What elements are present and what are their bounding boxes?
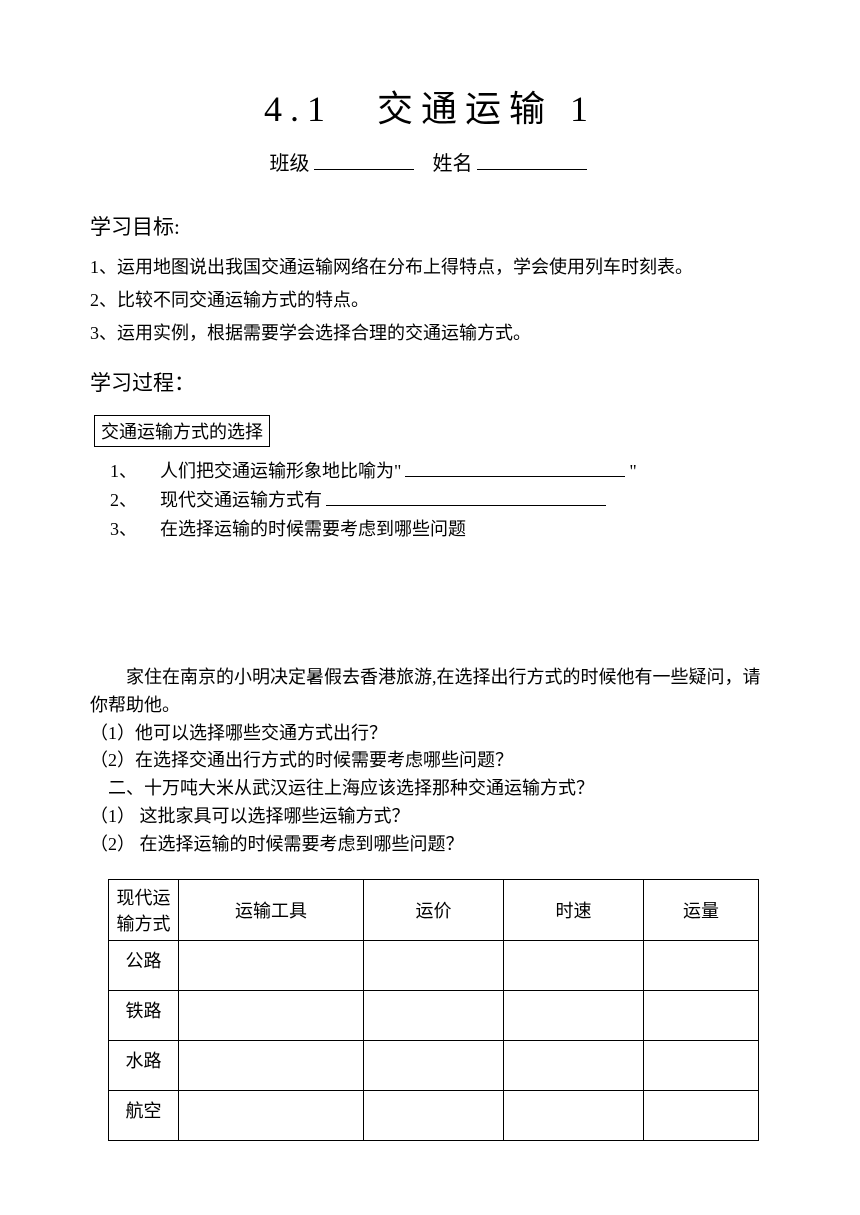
header-tool: 运输工具 (179, 880, 364, 941)
class-blank[interactable] (314, 169, 414, 170)
fill-blank[interactable] (405, 476, 625, 477)
objective-item: 3、运用实例，根据需要学会选择合理的交通运输方式。 (90, 319, 770, 348)
process-item: 1、 人们把交通运输形象地比喻为" " (110, 457, 770, 486)
process-list: 1、 人们把交通运输形象地比喻为" " 2、 现代交通运输方式有 3、 在选择运输… (90, 457, 770, 543)
scenario-intro: 家住在南京的小明决定暑假去香港旅游,在选择出行方式的时候他有一些疑问，请你帮助他… (90, 664, 770, 720)
item-text: 现代交通运输方式有 (160, 490, 322, 510)
header-price: 运价 (364, 880, 504, 941)
table-cell[interactable] (364, 991, 504, 1041)
table-cell[interactable] (644, 941, 759, 991)
boxed-subheading: 交通运输方式的选择 (94, 415, 270, 447)
table-row: 航空 (109, 1091, 759, 1141)
table-cell[interactable] (179, 941, 364, 991)
table-cell[interactable] (644, 991, 759, 1041)
scenario-block: 家住在南京的小明决定暑假去香港旅游,在选择出行方式的时候他有一些疑问，请你帮助他… (90, 664, 770, 859)
item-number: 2、 (110, 486, 160, 515)
scenario-question: （1） 这批家具可以选择哪些运输方式？ (90, 803, 770, 831)
objective-item: 2、比较不同交通运输方式的特点。 (90, 286, 770, 315)
row-label: 水路 (109, 1041, 179, 1091)
row-label: 公路 (109, 941, 179, 991)
table-cell[interactable] (504, 1041, 644, 1091)
table-cell[interactable] (644, 1091, 759, 1141)
scenario-question: （2） 在选择运输的时候需要考虑到哪些问题？ (90, 831, 770, 859)
item-text: 人们把交通运输形象地比喻为" (160, 461, 401, 481)
table-cell[interactable] (504, 1091, 644, 1141)
class-label: 班级 (270, 153, 310, 175)
table-header-row: 现代运输方式 运输工具 运价 时速 运量 (109, 880, 759, 941)
table-row: 公路 (109, 941, 759, 991)
name-label: 姓名 (433, 153, 473, 175)
item-text: 在选择运输的时候需要考虑到哪些问题 (160, 515, 466, 544)
student-info-row: 班级 姓名 (90, 147, 770, 176)
table-cell[interactable] (179, 1091, 364, 1141)
name-blank[interactable] (477, 169, 587, 170)
item-text-after: " (629, 461, 636, 481)
scenario-part2: 二、十万吨大米从武汉运往上海应该选择那种交通运输方式？ (90, 775, 770, 803)
process-heading: 学习过程： (90, 367, 770, 397)
row-label: 铁路 (109, 991, 179, 1041)
table-cell[interactable] (179, 1041, 364, 1091)
table-row: 水路 (109, 1041, 759, 1091)
table-cell[interactable] (504, 991, 644, 1041)
table-cell[interactable] (364, 1091, 504, 1141)
objective-item: 1、运用地图说出我国交通运输网络在分布上得特点，学会使用列车时刻表。 (90, 253, 770, 282)
objectives-heading: 学习目标: (90, 211, 770, 241)
scenario-question: （2）在选择交通出行方式的时候需要考虑哪些问题？ (90, 747, 770, 775)
header-volume: 运量 (644, 880, 759, 941)
row-label: 航空 (109, 1091, 179, 1141)
objectives-list: 1、运用地图说出我国交通运输网络在分布上得特点，学会使用列车时刻表。 2、比较不… (90, 253, 770, 347)
table-cell[interactable] (504, 941, 644, 991)
table-cell[interactable] (179, 991, 364, 1041)
item-number: 3、 (110, 515, 160, 544)
header-speed: 时速 (504, 880, 644, 941)
item-number: 1、 (110, 457, 160, 486)
page-title: 4.1 交通运输 1 (90, 80, 770, 132)
transport-table: 现代运输方式 运输工具 运价 时速 运量 公路 铁路 水路 航空 (108, 879, 759, 1141)
table-cell[interactable] (644, 1041, 759, 1091)
table-cell[interactable] (364, 1041, 504, 1091)
process-item: 3、 在选择运输的时候需要考虑到哪些问题 (110, 515, 770, 544)
process-item: 2、 现代交通运输方式有 (110, 486, 770, 515)
fill-blank[interactable] (326, 505, 606, 506)
table-row: 铁路 (109, 991, 759, 1041)
header-method: 现代运输方式 (109, 880, 179, 941)
table-cell[interactable] (364, 941, 504, 991)
scenario-question: （1）他可以选择哪些交通方式出行？ (90, 720, 770, 748)
